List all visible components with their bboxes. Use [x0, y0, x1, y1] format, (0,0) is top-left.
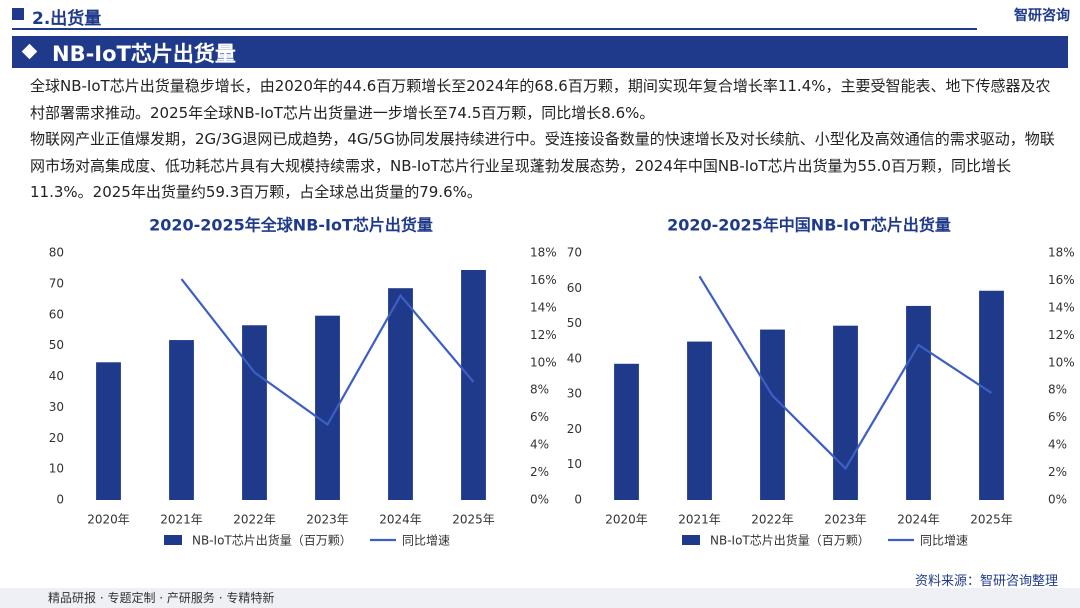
bar [169, 340, 194, 500]
source: 资料来源：智研咨询整理 [914, 574, 1058, 589]
y2-tick-label: 0% [1048, 493, 1067, 507]
bar [614, 363, 639, 500]
footer: 精品研报 · 专题定制 · 产研服务 · 专精特新 [48, 591, 275, 605]
legend-label: 同比增速 [920, 534, 968, 548]
y2-tick-label: 2% [530, 465, 549, 479]
x-tick-label: 2022年 [751, 513, 794, 527]
x-tick-label: 2020年 [87, 513, 130, 527]
header-line [12, 28, 977, 30]
section-icon [12, 8, 24, 20]
y-tick-label: 50 [49, 338, 64, 352]
y-tick-label: 30 [567, 387, 582, 401]
brand: 智研咨询 [1014, 8, 1070, 24]
y2-tick-label: 2% [1048, 465, 1067, 479]
bar [461, 269, 486, 500]
title-bar [12, 36, 1068, 68]
line [180, 278, 475, 427]
y2-tick-label: 14% [1048, 300, 1075, 314]
legend-label: 同比增速 [402, 534, 450, 548]
y2-tick-label: 4% [530, 438, 549, 452]
y-tick-label: 70 [49, 276, 64, 290]
x-tick-label: 2024年 [379, 513, 422, 527]
footer-bar [0, 588, 1080, 608]
y-tick-label: 10 [567, 457, 582, 471]
bar [96, 362, 121, 500]
x-tick-label: 2024年 [897, 513, 940, 527]
y2-tick-label: 12% [530, 328, 557, 342]
x-tick-label: 2025年 [452, 513, 495, 527]
y2-tick-label: 10% [1048, 355, 1075, 369]
bar [687, 341, 712, 500]
y2-tick-label: 8% [1048, 383, 1067, 397]
paragraph: 物联网产业正值爆发期，2G/3G退网已成趋势，4G/5G协同发展持续进行中。受连… [30, 130, 1055, 201]
y2-tick-label: 8% [530, 383, 549, 397]
x-tick-label: 2022年 [233, 513, 276, 527]
y2-tick-label: 12% [1048, 328, 1075, 342]
line [698, 275, 993, 471]
legend-swatch [164, 535, 182, 545]
y-tick-label: 40 [49, 369, 64, 383]
chart-title: 2020-2025年全球NB-IoT芯片出货量 [149, 216, 433, 235]
x-tick-label: 2021年 [678, 513, 721, 527]
y2-tick-label: 14% [530, 300, 557, 314]
chart-title: 2020-2025年中国NB-IoT芯片出货量 [667, 216, 951, 235]
legend-label: NB-IoT芯片出货量（百万颗） [192, 533, 352, 548]
y2-tick-label: 4% [1048, 438, 1067, 452]
y2-tick-label: 18% [530, 246, 557, 260]
y2-tick-label: 0% [530, 493, 549, 507]
y-tick-label: 80 [49, 246, 64, 260]
page-title: NB-IoT芯片出货量 [52, 42, 236, 66]
x-tick-label: 2023年 [306, 513, 349, 527]
section-title: 2.出货量 [32, 9, 102, 29]
x-tick-label: 2025年 [970, 513, 1013, 527]
y-tick-label: 60 [49, 307, 64, 321]
y2-tick-label: 6% [1048, 410, 1067, 424]
paragraph: 全球NB-IoT芯片出货量稳步增长，由2020年的44.6百万颗增长至2024年… [30, 77, 1051, 122]
bar [833, 325, 858, 500]
bar [906, 305, 931, 500]
body-text: 全球NB-IoT芯片出货量稳步增长，由2020年的44.6百万颗增长至2024年… [30, 73, 1060, 206]
y-tick-label: 0 [56, 493, 64, 507]
x-tick-label: 2020年 [605, 513, 648, 527]
y-tick-label: 60 [567, 281, 582, 295]
x-tick-label: 2021年 [160, 513, 203, 527]
y-tick-label: 20 [49, 431, 64, 445]
bar [979, 290, 1004, 500]
y2-tick-label: 6% [530, 410, 549, 424]
y2-tick-label: 10% [530, 355, 557, 369]
y2-tick-label: 16% [530, 273, 557, 287]
bar [242, 325, 267, 500]
y-tick-label: 20 [567, 422, 582, 436]
legend-swatch [682, 535, 700, 545]
y-tick-label: 0 [574, 493, 582, 507]
y2-tick-label: 16% [1048, 273, 1075, 287]
bar [760, 329, 785, 500]
y-tick-label: 10 [49, 462, 64, 476]
y-tick-label: 30 [49, 400, 64, 414]
x-tick-label: 2023年 [824, 513, 867, 527]
y-tick-label: 50 [567, 316, 582, 330]
y-tick-label: 70 [567, 246, 582, 260]
y-tick-label: 40 [567, 351, 582, 365]
y2-tick-label: 18% [1048, 246, 1075, 260]
legend-label: NB-IoT芯片出货量（百万颗） [710, 533, 870, 548]
bar [388, 288, 413, 500]
charts: 2020-2025年全球NB-IoT芯片出货量 0 10 20 30 40 50 60 70 80… [49, 216, 1075, 548]
